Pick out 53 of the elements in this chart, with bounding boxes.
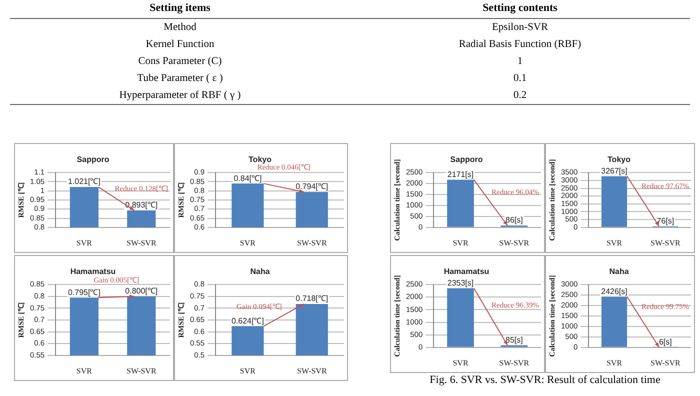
data-label: 0.893[℃] [125, 200, 158, 210]
data-label: 3267[s] [601, 166, 628, 176]
x-tick-label: SVR [76, 238, 93, 248]
x-tick-label: SW-SVR [499, 238, 530, 248]
chart-title: Sapporo [76, 155, 110, 164]
x-tick-label: SW-SVR [297, 238, 328, 248]
data-label: 0.718[℃] [296, 294, 328, 304]
data-label: 0.624[℃] [231, 316, 264, 326]
chart-title: Tokyo [608, 155, 631, 164]
data-label: 1.021[℃] [68, 177, 100, 186]
data-label: 86[s] [506, 216, 523, 225]
data-label: 0.84[℃] [234, 174, 262, 183]
x-tick-label: SVR [240, 366, 256, 376]
data-label: 2426[s] [601, 286, 628, 296]
x-tick-label: SW-SVR [650, 238, 681, 248]
data-label: 0.794[℃] [296, 182, 328, 192]
text: 1 [516, 55, 524, 69]
x-tick-label: SW-SVR [297, 366, 328, 376]
x-tick-label: SVR [452, 238, 469, 248]
x-tick-label: SVR [606, 238, 623, 248]
data-label: 0.795[℃] [68, 288, 100, 297]
chart-title: Naha [250, 267, 270, 276]
chart-title: Hamamatsu [70, 267, 116, 276]
x-tick-label: SVR [76, 366, 93, 376]
text: 0.2 [512, 89, 528, 103]
x-tick-label: SW-SVR [126, 366, 157, 376]
x-tick-label: SW-SVR [499, 358, 530, 368]
x-tick-label: SVR [606, 358, 623, 368]
chart-title: Sapporo [450, 155, 483, 164]
data-label: 0.800[℃] [125, 286, 158, 296]
chart-title: Naha [609, 267, 630, 276]
chart-title: Hamamatsu [444, 267, 490, 276]
text: Radial Basis Function (RBF) [458, 38, 582, 52]
text: Setting items [148, 1, 212, 16]
x-tick-label: SW-SVR [650, 358, 681, 368]
x-tick-label: SW-SVR [126, 238, 157, 248]
caption: Fig. 6. SVR vs. SW-SVR: Result of calculation time [428, 374, 662, 386]
data-label: 2171[s] [447, 170, 474, 180]
chart-title: Tokyo [248, 155, 272, 164]
text: Tube Parameter ( ε ) [136, 72, 224, 86]
text: Cons Parameter (C) [137, 55, 223, 69]
x-tick-label: SVR [452, 358, 469, 368]
text: Setting contents [482, 1, 558, 16]
data-label: 85[s] [506, 335, 523, 344]
data-label: 76[s] [656, 216, 674, 226]
text: Epsilon-SVR [490, 21, 549, 35]
text: 0.1 [512, 72, 528, 86]
text: Method [162, 21, 198, 35]
data-label: 6[s] [658, 337, 672, 346]
data-label: 2353[s] [447, 278, 474, 288]
text: Hyperparameter of RBF ( γ ) [118, 89, 242, 103]
x-tick-label: SVR [240, 238, 256, 248]
text: Kernel Function [144, 38, 216, 52]
